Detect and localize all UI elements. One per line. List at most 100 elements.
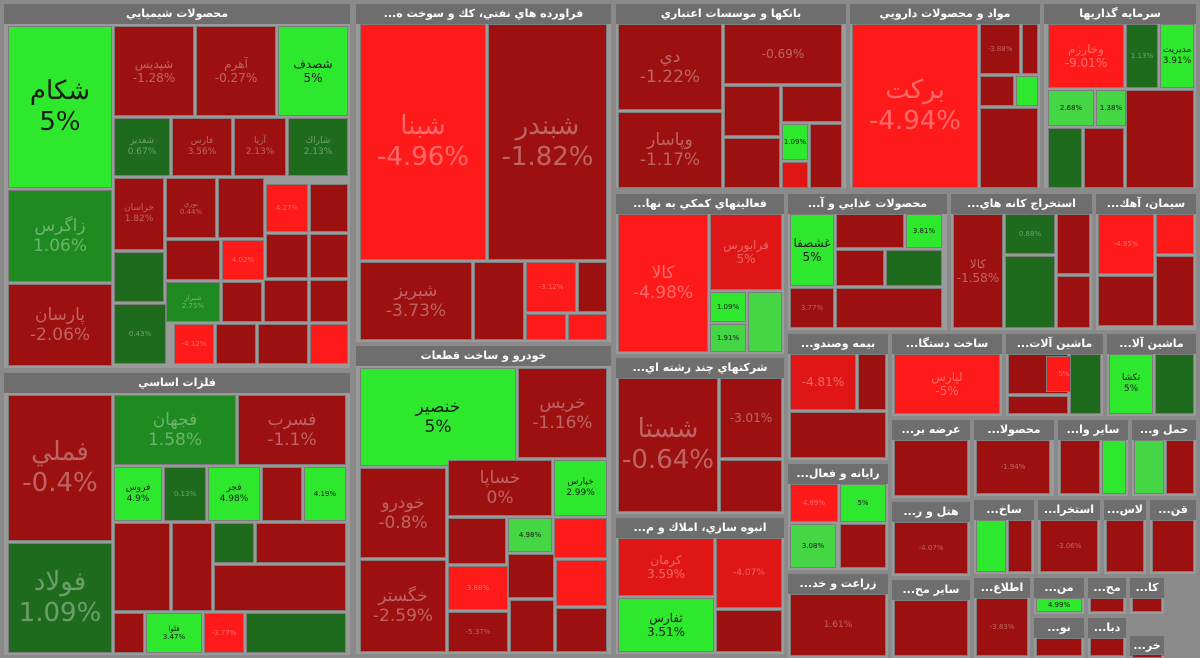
stock-tile[interactable]: -5.37% xyxy=(448,612,508,652)
stock-tile[interactable] xyxy=(1016,76,1038,106)
stock-tile[interactable]: 2.68% xyxy=(1048,90,1094,126)
stock-tile[interactable]: لپارس -5% xyxy=(894,354,1000,414)
stock-tile[interactable]: شستا -0.64% xyxy=(618,378,718,512)
sector-panel[interactable]: ...محصولات غذايي و آ غشصفا 5% 3.81% 3.77% xyxy=(788,194,947,330)
stock-tile[interactable]: -4.07% xyxy=(894,522,968,574)
stock-tile[interactable] xyxy=(266,234,308,278)
stock-tile[interactable]: فولاد 1.09% xyxy=(8,543,112,653)
stock-tile[interactable] xyxy=(218,178,264,238)
stock-tile[interactable]: -3.01% xyxy=(720,378,782,458)
stock-tile[interactable]: -4.07% xyxy=(716,538,782,608)
stock-tile[interactable] xyxy=(1008,396,1068,414)
stock-tile[interactable]: فرابورس 5% xyxy=(710,214,782,290)
sector-panel[interactable]: ...هتل و ر -4.07% xyxy=(892,502,970,576)
stock-tile[interactable]: پارسان -2.06% xyxy=(8,284,112,366)
stock-tile[interactable] xyxy=(716,610,782,652)
stock-tile[interactable]: فملي -0.4% xyxy=(8,395,112,541)
stock-tile[interactable]: شبندر -1.82% xyxy=(488,24,607,260)
stock-tile[interactable]: غشصفا 5% xyxy=(790,214,834,286)
stock-tile[interactable] xyxy=(724,86,780,136)
stock-tile[interactable] xyxy=(568,314,607,340)
stock-tile[interactable] xyxy=(214,565,346,611)
stock-tile[interactable]: خودرو -0.8% xyxy=(360,468,446,558)
sector-panel[interactable]: ...عرضه بر xyxy=(892,420,970,498)
stock-tile[interactable]: كالا -4.98% xyxy=(618,214,708,352)
sector-panel[interactable]: ...محصولا -1.94% xyxy=(974,420,1054,496)
stock-tile[interactable]: -3.06% xyxy=(1040,520,1098,572)
stock-tile[interactable]: -4.12% xyxy=(174,324,214,364)
stock-tile[interactable]: فلوا 3.47% xyxy=(146,613,202,653)
sector-panel[interactable]: ...كا xyxy=(1130,578,1164,614)
stock-tile[interactable] xyxy=(166,240,220,280)
sector-panel[interactable]: ...خر xyxy=(1130,636,1164,658)
stock-tile[interactable]: -3.77% xyxy=(204,613,244,653)
stock-tile[interactable] xyxy=(1048,128,1082,188)
sector-panel[interactable]: ...مح xyxy=(1088,578,1126,614)
sector-panel[interactable]: ...من 4.99% xyxy=(1034,578,1084,614)
stock-tile[interactable] xyxy=(508,554,554,598)
stock-tile[interactable]: 3.88% xyxy=(448,566,508,610)
sector-panel[interactable]: ...اطلاع -3.83% xyxy=(974,578,1030,658)
stock-tile[interactable] xyxy=(1166,440,1194,494)
sector-panel[interactable]: ...ماشين آلات 5% xyxy=(1006,334,1103,416)
stock-tile[interactable]: خساپا 0% xyxy=(448,460,552,516)
sector-panel[interactable]: ...حمل و xyxy=(1132,420,1196,496)
stock-tile[interactable]: -4.81% xyxy=(790,354,856,410)
stock-tile[interactable] xyxy=(980,76,1014,106)
stock-tile[interactable]: وخارزم -9.01% xyxy=(1048,24,1124,88)
stock-tile[interactable]: خريس -1.16% xyxy=(518,368,607,458)
sector-panel[interactable]: ...ساخ xyxy=(974,500,1034,574)
stock-tile[interactable] xyxy=(262,467,302,521)
stock-tile[interactable] xyxy=(858,354,886,410)
stock-tile[interactable] xyxy=(258,324,308,364)
stock-tile[interactable] xyxy=(836,214,904,248)
stock-tile[interactable]: 4.27% xyxy=(266,184,308,232)
sector-panel[interactable]: ...ساخت دستگا لپارس -5% xyxy=(892,334,1002,416)
stock-tile[interactable]: نوري 0.44% xyxy=(166,178,216,238)
sector-panel[interactable]: ...استخرا -3.06% xyxy=(1038,500,1100,574)
stock-tile[interactable] xyxy=(1022,24,1038,74)
stock-tile[interactable] xyxy=(810,124,842,188)
stock-tile[interactable]: شپديس -1.28% xyxy=(114,26,194,116)
sector-panel[interactable]: ...فعاليتهاي كمكي به نها كالا -4.98% فرابور… xyxy=(616,194,784,354)
stock-tile[interactable]: فجهان 1.58% xyxy=(114,395,236,465)
stock-tile[interactable] xyxy=(1126,90,1194,188)
sector-panel[interactable]: ...فراورده هاي نفتي، كك و سوخت ه شبنا -4.9… xyxy=(356,4,611,342)
sector-panel[interactable]: فلزات اساسي فملي -0.4% فولاد 1.09% فجهان 1.58%… xyxy=(4,373,350,655)
sector-panel[interactable]: سرمايه گذاريها وخارزم -9.01% 1.13% مديريت 3.9… xyxy=(1044,4,1196,188)
stock-tile[interactable] xyxy=(448,518,506,564)
stock-tile[interactable]: 4.02% xyxy=(222,240,264,280)
stock-tile[interactable]: تكشا 5% xyxy=(1109,354,1153,414)
stock-tile[interactable]: 4.19% xyxy=(304,467,346,521)
stock-tile[interactable]: كالا -1.58% xyxy=(953,214,1003,328)
stock-tile[interactable] xyxy=(836,288,942,328)
stock-tile[interactable] xyxy=(836,250,884,286)
stock-tile[interactable] xyxy=(1132,598,1162,612)
stock-tile[interactable]: فارس 3.56% xyxy=(172,118,232,176)
stock-tile[interactable] xyxy=(980,108,1038,188)
stock-tile[interactable] xyxy=(1102,440,1126,494)
stock-tile[interactable] xyxy=(1156,256,1194,326)
stock-tile[interactable] xyxy=(1132,654,1162,658)
stock-tile[interactable] xyxy=(1090,598,1124,612)
stock-tile[interactable]: فجر 4.98% xyxy=(208,467,260,521)
sector-panel[interactable]: ...سيمان، آهك -4.95% xyxy=(1096,194,1196,330)
stock-tile[interactable]: آهرم -0.27% xyxy=(196,26,276,116)
sector-panel[interactable]: ...لاس xyxy=(1104,500,1146,574)
stock-tile[interactable]: بركت -4.94% xyxy=(852,24,978,188)
stock-tile[interactable] xyxy=(724,138,780,188)
stock-tile[interactable]: ثفارس 3.51% xyxy=(618,598,714,652)
stock-tile[interactable]: -1.94% xyxy=(976,440,1050,494)
stock-tile[interactable]: آريا 2.13% xyxy=(234,118,286,176)
stock-tile[interactable] xyxy=(310,280,348,322)
stock-tile[interactable] xyxy=(556,560,607,606)
stock-tile[interactable] xyxy=(886,250,942,286)
stock-tile[interactable] xyxy=(554,518,607,558)
stock-tile[interactable]: دي -1.22% xyxy=(618,24,722,110)
stock-tile[interactable] xyxy=(1090,638,1124,656)
stock-tile[interactable] xyxy=(976,520,1006,572)
stock-tile[interactable]: كرمان 3.59% xyxy=(618,538,714,596)
stock-tile[interactable] xyxy=(1155,354,1194,414)
sector-panel[interactable]: ...ساير وا xyxy=(1058,420,1128,496)
sector-panel[interactable]: ...زراعت و خد 1.61% xyxy=(788,574,888,658)
